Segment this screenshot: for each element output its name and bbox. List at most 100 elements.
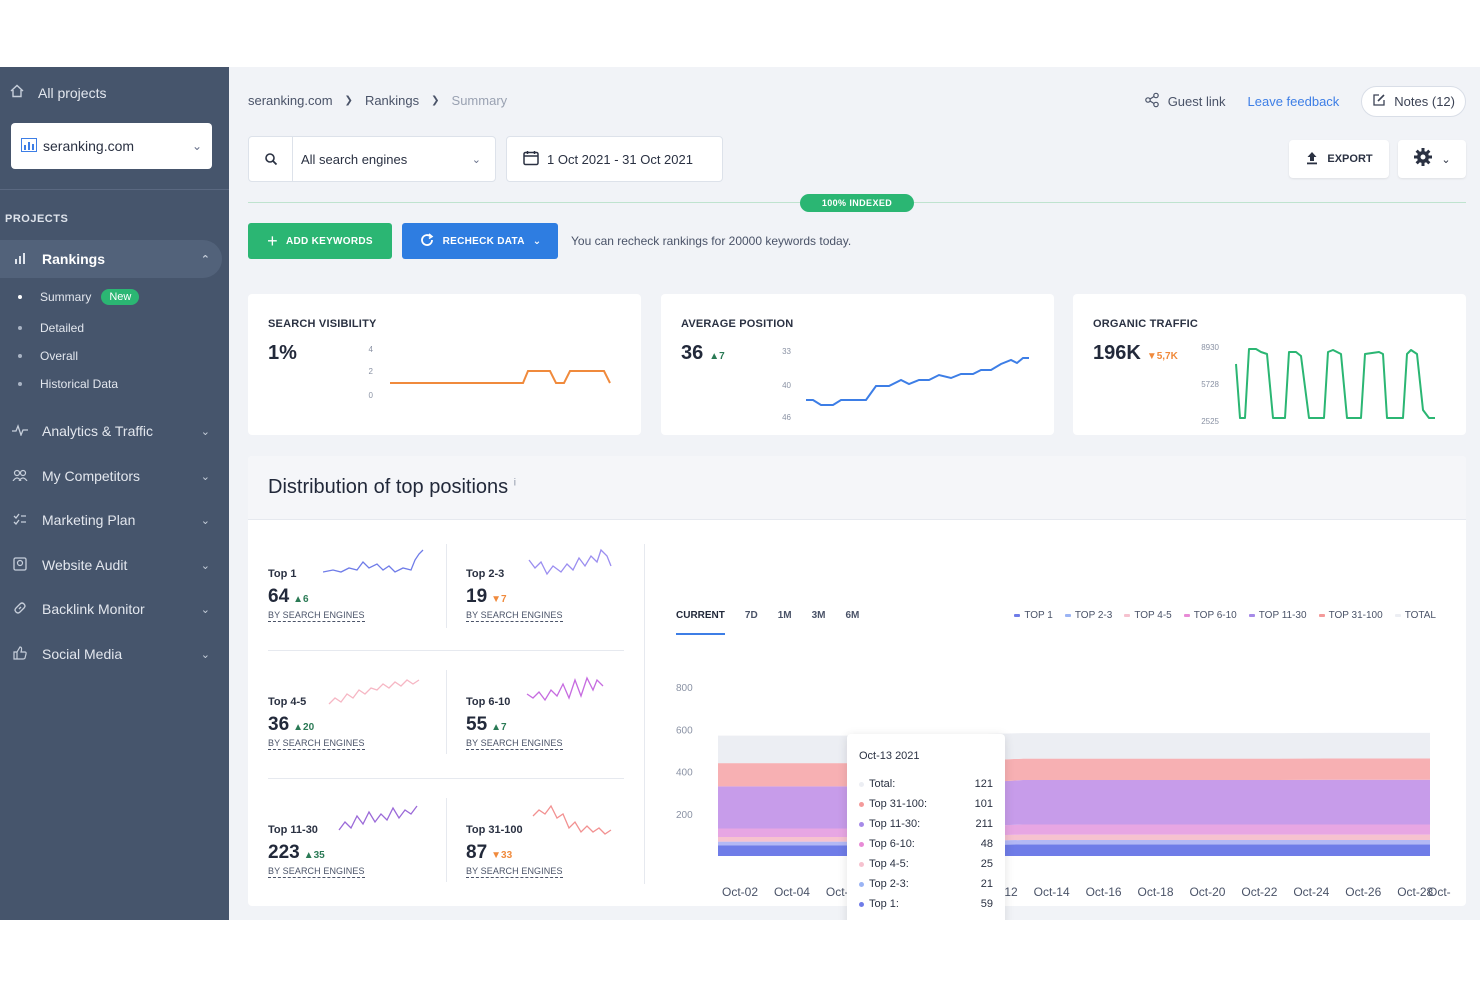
sidebar-sub-historical[interactable]: Historical Data: [18, 377, 118, 391]
card-label: Top 11-30: [268, 824, 318, 836]
recheck-data-button[interactable]: RECHECK DATA ⌄: [402, 223, 558, 259]
area-series-top-11-30[interactable]: [718, 779, 1430, 829]
sidebar-sub-overall[interactable]: Overall: [18, 349, 78, 363]
sidebar-item-website-audit[interactable]: Website Audit ⌄: [0, 546, 222, 584]
legend-item-top11-30[interactable]: TOP 11-30: [1248, 610, 1307, 621]
sidebar-item-backlink-monitor[interactable]: Backlink Monitor ⌄: [0, 590, 222, 628]
kpi-tick: 46: [782, 413, 791, 422]
upload-icon: [1305, 151, 1319, 168]
sidebar-sub-label: Summary: [40, 290, 92, 304]
recheck-label: RECHECK DATA: [442, 235, 525, 247]
tab-current[interactable]: CURRENT: [676, 610, 725, 635]
divider: [268, 650, 624, 651]
add-keywords-button[interactable]: + ADD KEYWORDS: [248, 223, 392, 259]
tab-6m[interactable]: 6M: [845, 610, 860, 621]
export-button[interactable]: EXPORT: [1289, 140, 1389, 178]
date-range-value: 1 Oct 2021 - 31 Oct 2021: [547, 151, 693, 167]
distribution-card-top31-100[interactable]: Top 31-100 87 ▼33 BY SEARCH ENGINES: [466, 804, 646, 894]
distribution-card-top6-10[interactable]: Top 6-10 55 ▲7 BY SEARCH ENGINES: [466, 676, 646, 766]
x-tick-label: Oct-18: [1138, 885, 1174, 899]
distribution-header: Distribution of top positions i: [248, 456, 1466, 520]
chevron-down-icon: ⌄: [191, 139, 202, 153]
legend-item-top2-3[interactable]: TOP 2-3: [1064, 610, 1112, 621]
sidebar-item-label: Rankings: [42, 251, 106, 267]
breadcrumb-item[interactable]: Rankings: [364, 93, 420, 108]
sidebar-item-label: My Competitors: [42, 468, 141, 484]
chevron-down-icon: ⌄: [1441, 153, 1451, 166]
area-series-top-1[interactable]: [718, 844, 1430, 856]
link-icon: [12, 601, 28, 618]
card-sparkline: [323, 549, 424, 573]
x-tick-label: Oct-14: [1034, 885, 1070, 899]
bullet-icon: [18, 295, 22, 299]
legend-item-top31-100[interactable]: TOP 31-100: [1318, 610, 1383, 621]
kpi-title: ORGANIC TRAFFIC: [1093, 318, 1199, 330]
distribution-card-top1[interactable]: Top 1 64 ▲6 BY SEARCH ENGINES: [268, 548, 448, 638]
x-tick-label: Oct-20: [1189, 885, 1225, 899]
chevron-down-icon: ⌄: [200, 514, 210, 527]
card-value: 87 ▼33: [466, 842, 513, 863]
y-tick-label: 400: [676, 768, 693, 779]
kpi-tick: 2: [369, 367, 374, 376]
tab-3m[interactable]: 3M: [811, 610, 826, 621]
kpi-value-number: 1%: [268, 342, 297, 364]
guest-link-label: Guest link: [1167, 94, 1226, 109]
tooltip-row: Total: 121: [859, 778, 993, 790]
legend-item-top4-5[interactable]: TOP 4-5: [1124, 610, 1172, 621]
thumbs-up-icon: [12, 645, 28, 663]
legend-item-top1[interactable]: TOP 1: [1014, 610, 1053, 621]
by-search-engines: BY SEARCH ENGINES: [466, 610, 563, 622]
all-projects-link[interactable]: All projects: [10, 84, 106, 101]
breadcrumb-current: Summary: [451, 93, 508, 108]
sidebar-item-label: Analytics & Traffic: [42, 423, 154, 439]
by-search-engines: BY SEARCH ENGINES: [268, 738, 365, 750]
sidebar-sub-detailed[interactable]: Detailed: [18, 321, 84, 335]
sidebar-item-label: Marketing Plan: [42, 512, 136, 528]
sidebar-item-analytics[interactable]: Analytics & Traffic ⌄: [0, 412, 222, 450]
organic-traffic-sparkline: 8930 5728 2525: [1201, 343, 1435, 426]
card-sparkline: [338, 805, 418, 831]
y-tick-label: 200: [676, 810, 693, 821]
distribution-card-top4-5[interactable]: Top 4-5 36 ▲20 BY SEARCH ENGINES: [268, 676, 448, 766]
bullet-icon: [18, 354, 22, 358]
sparkline-path: [1235, 348, 1435, 419]
sidebar-item-social-media[interactable]: Social Media ⌄: [0, 635, 222, 673]
legend-item-top6-10[interactable]: TOP 6-10: [1183, 610, 1237, 621]
chart-tooltip: Oct-13 2021 Total: 121 Top 31-100: 101 Top…: [847, 734, 1005, 920]
guest-link-button[interactable]: Guest link: [1144, 92, 1226, 111]
info-icon[interactable]: i: [513, 477, 516, 489]
sidebar-sub-summary[interactable]: Summary New: [18, 289, 140, 305]
leave-feedback-link[interactable]: Leave feedback: [1247, 94, 1340, 109]
tab-7d[interactable]: 7D: [744, 610, 758, 621]
notes-label: Notes (12): [1394, 94, 1455, 109]
search-engine-select[interactable]: All search engines ⌄: [248, 136, 496, 182]
tooltip-row: Top 2-3: 21: [859, 878, 993, 890]
notes-button[interactable]: Notes (12): [1361, 86, 1466, 117]
distribution-card-top2-3[interactable]: Top 2-3 19 ▼7 BY SEARCH ENGINES: [466, 548, 646, 638]
home-icon: [10, 84, 24, 101]
legend-item-total[interactable]: TOTAL: [1394, 610, 1436, 621]
project-selector[interactable]: seranking.com ⌄: [11, 123, 212, 169]
tooltip-row: Top 1: 59: [859, 898, 993, 910]
settings-button[interactable]: ⌄: [1398, 140, 1466, 178]
tab-1m[interactable]: 1M: [777, 610, 792, 621]
all-projects-label: All projects: [38, 84, 107, 101]
x-tick-label: Oct-02: [722, 885, 758, 899]
x-tick-label: Oct-26: [1345, 885, 1381, 899]
sidebar: All projects seranking.com ⌄ PROJECTS Ra…: [0, 67, 229, 920]
date-range-picker[interactable]: 1 Oct 2021 - 31 Oct 2021: [506, 136, 723, 182]
search-visibility-sparkline: 4 2 0: [369, 345, 611, 400]
x-tick-label: Oct-24: [1293, 885, 1329, 899]
breadcrumb-item[interactable]: seranking.com: [248, 93, 333, 108]
sidebar-divider: [0, 189, 229, 190]
divider: [644, 544, 645, 884]
kpi-card-average-position: AVERAGE POSITION 36 ▲7 33 40 46: [661, 294, 1054, 435]
header-actions: Guest link Leave feedback Notes (12): [1144, 86, 1466, 117]
sidebar-item-competitors[interactable]: My Competitors ⌄: [0, 457, 222, 495]
sidebar-item-rankings[interactable]: Rankings ⌃: [0, 240, 222, 278]
sidebar-item-marketing-plan[interactable]: Marketing Plan ⌄: [0, 501, 222, 539]
kpi-title: SEARCH VISIBILITY: [268, 318, 377, 330]
chevron-down-icon: ⌄: [200, 559, 210, 572]
distribution-card-top11-30[interactable]: Top 11-30 223 ▲35 BY SEARCH ENGINES: [268, 804, 448, 894]
kpi-card-organic-traffic: ORGANIC TRAFFIC 196K ▼5,7K 8930 5728 252…: [1073, 294, 1466, 435]
